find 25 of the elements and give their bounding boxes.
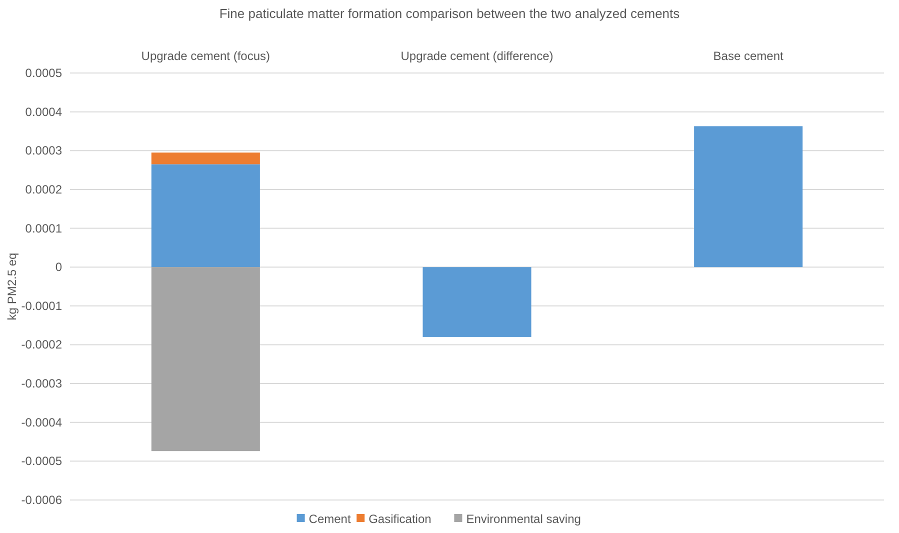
- x-tick-label: Base cement: [713, 49, 784, 63]
- y-tick-label: -0.0003: [21, 376, 62, 391]
- y-tick-label: 0.0001: [25, 221, 62, 236]
- y-tick-label: 0: [55, 260, 62, 274]
- legend-label: Gasification: [368, 512, 432, 526]
- bar: [422, 267, 532, 337]
- y-tick-label: 0.0002: [25, 182, 62, 196]
- legend-label: Environmental saving: [466, 512, 581, 526]
- y-axis-title: kg PM2.5 eq: [5, 252, 19, 320]
- y-tick-label: -0.0004: [21, 415, 62, 430]
- x-tick-label: Upgrade cement (focus): [141, 49, 270, 63]
- y-tick-label: -0.0006: [21, 493, 62, 507]
- y-tick-label: 0.0004: [25, 104, 62, 119]
- y-tick-label: -0.0001: [21, 298, 62, 313]
- y-tick-label: -0.0002: [21, 338, 62, 352]
- legend-label: Cement: [308, 512, 352, 526]
- y-tick-label: 0.0005: [25, 66, 62, 80]
- bar: [694, 126, 803, 268]
- y-tick-label: 0.0003: [25, 144, 62, 158]
- bar: [151, 267, 260, 452]
- y-tick-label: -0.0005: [21, 454, 62, 468]
- x-tick-label: Upgrade cement (difference): [400, 49, 554, 63]
- bar: [151, 164, 260, 268]
- chart-title: Fine paticulate matter formation comparison between the two analyzed cements: [219, 6, 680, 21]
- bar: [151, 152, 260, 164]
